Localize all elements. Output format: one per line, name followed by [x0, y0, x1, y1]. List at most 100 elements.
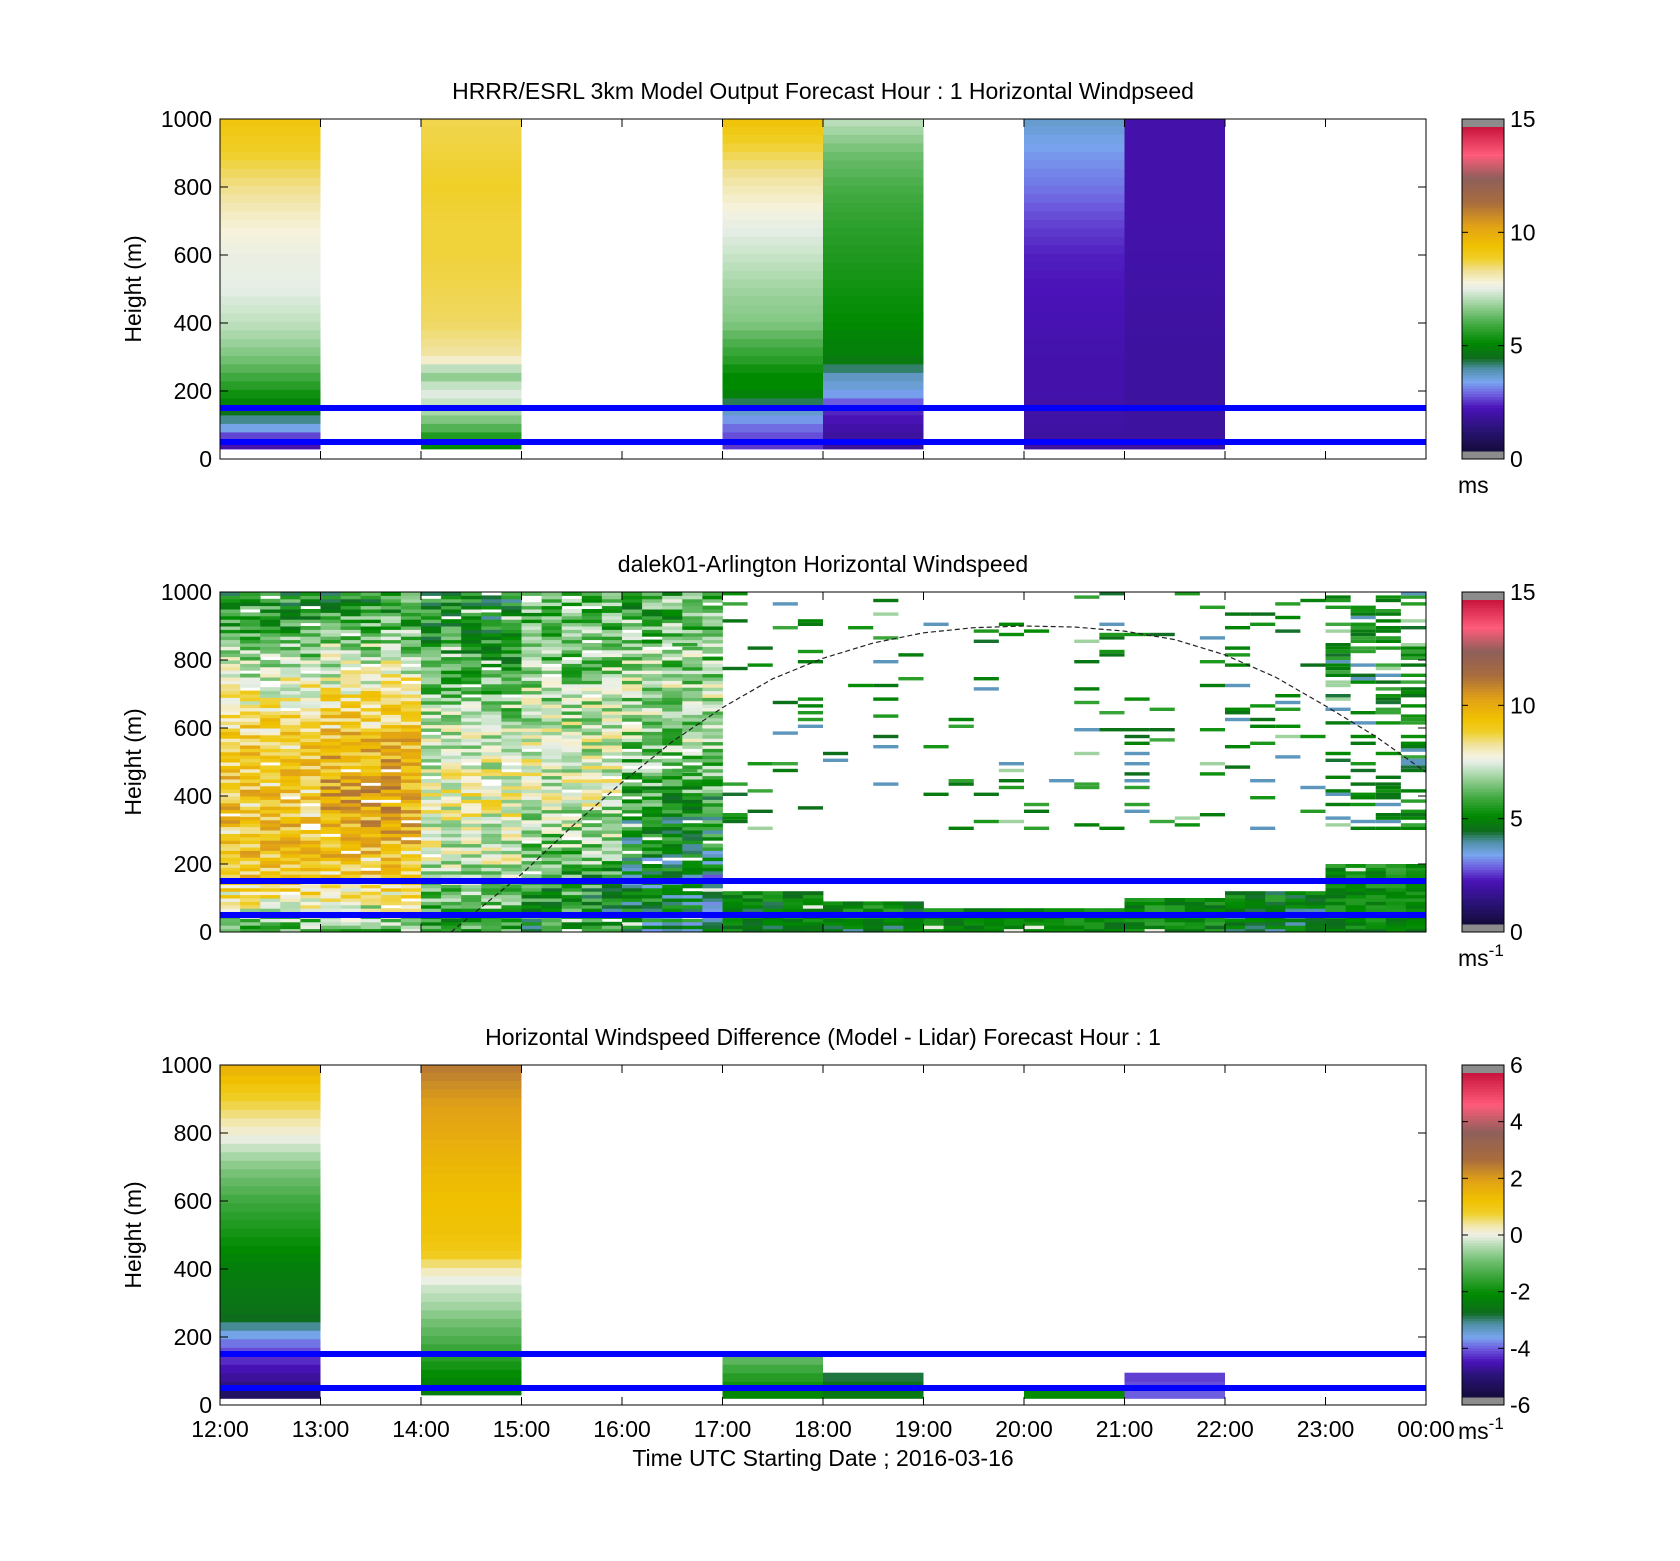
- heatmap-cell: [360, 758, 382, 763]
- colorbar-swatch: [1462, 1388, 1504, 1393]
- heatmap-cell: [622, 928, 643, 932]
- colorbar-swatch: [1462, 880, 1504, 884]
- heatmap-cell: [400, 884, 422, 889]
- heatmap-cell: [541, 874, 563, 879]
- heatmap-cell: [441, 612, 462, 617]
- heatmap-cell: [421, 666, 442, 671]
- heatmap-cell: [973, 687, 999, 691]
- heatmap-cell: [521, 864, 542, 868]
- heatmap-cell: [1024, 921, 1045, 926]
- heatmap-cell: [1024, 202, 1125, 212]
- heatmap-cell: [400, 870, 422, 875]
- heatmap-cell: [421, 185, 522, 195]
- heatmap-cell: [601, 779, 623, 783]
- heatmap-cell: [923, 928, 944, 932]
- heatmap-cell: [601, 728, 623, 732]
- heatmap-cell: [300, 785, 321, 790]
- heatmap-cell: [240, 724, 261, 729]
- heatmap-cell: [441, 619, 462, 624]
- heatmap-cell: [220, 423, 321, 433]
- heatmap-cell: [481, 884, 502, 889]
- heatmap-cell: [702, 707, 723, 712]
- heatmap-cell: [762, 918, 784, 923]
- heatmap-cell: [581, 833, 603, 838]
- heatmap-cell: [521, 663, 542, 668]
- heatmap-cell: [400, 806, 422, 811]
- colorbar-swatch: [1462, 1356, 1504, 1360]
- heatmap-cell: [1024, 151, 1125, 161]
- heatmap-cell: [702, 809, 723, 814]
- heatmap-cell: [1275, 694, 1301, 698]
- heatmap-cell: [682, 622, 703, 627]
- heatmap-cell: [541, 891, 563, 896]
- heatmap-cell: [1325, 670, 1351, 674]
- heatmap-cell: [300, 721, 321, 726]
- heatmap-cell: [642, 670, 663, 675]
- heatmap-cell: [823, 119, 924, 127]
- heatmap-cell: [521, 660, 542, 664]
- heatmap-cell: [1044, 908, 1065, 913]
- heatmap-cell: [340, 731, 362, 736]
- heatmap-cell: [762, 898, 784, 902]
- colorbar-swatch: [1462, 1218, 1504, 1222]
- heatmap-cell: [360, 636, 382, 641]
- heatmap-cell: [722, 287, 823, 297]
- heatmap-cell: [1385, 904, 1407, 909]
- heatmap-cell: [421, 270, 522, 280]
- heatmap-cell: [702, 748, 723, 753]
- heatmap-cell: [320, 857, 341, 862]
- heatmap-cell: [823, 904, 844, 909]
- heatmap-cell: [340, 830, 362, 834]
- heatmap-cell: [702, 772, 723, 777]
- heatmap-cell: [421, 346, 522, 356]
- heatmap-cell: [1385, 901, 1407, 906]
- heatmap-cell: [702, 921, 723, 926]
- heatmap-cell: [1325, 792, 1351, 796]
- heatmap-cell: [260, 734, 281, 739]
- heatmap-cell: [702, 694, 723, 698]
- heatmap-cell: [1024, 134, 1125, 144]
- heatmap-cell: [360, 823, 382, 828]
- heatmap-cell: [1405, 891, 1426, 896]
- heatmap-cell: [601, 629, 623, 634]
- heatmap-cell: [320, 653, 341, 658]
- heatmap-cell: [481, 843, 502, 848]
- colorbar-swatch: [1462, 702, 1504, 706]
- heatmap-cell: [360, 728, 382, 732]
- heatmap-cell: [461, 758, 482, 763]
- heatmap-cell: [1049, 779, 1075, 783]
- heatmap-cell: [948, 779, 974, 783]
- heatmap-cell: [521, 830, 542, 834]
- heatmap-cell: [320, 738, 341, 743]
- heatmap-cell: [441, 653, 462, 658]
- colorbar-tick-label: -4: [1510, 1335, 1531, 1361]
- heatmap-cell: [260, 775, 281, 780]
- heatmap-cell: [220, 860, 241, 865]
- heatmap-cell: [501, 813, 522, 817]
- heatmap-cell: [702, 925, 723, 930]
- heatmap-cell: [963, 908, 985, 913]
- heatmap-cell: [240, 683, 261, 688]
- heatmap-cell: [240, 615, 261, 620]
- colorbar-frame: [1461, 591, 1505, 933]
- heatmap-cell: [220, 823, 241, 828]
- heatmap-cell: [461, 789, 482, 794]
- heatmap-cell: [320, 677, 341, 681]
- heatmap-cell: [421, 782, 442, 787]
- heatmap-cell: [521, 853, 542, 858]
- colorbar-swatch: [1462, 1162, 1504, 1166]
- heatmap-cell: [320, 721, 341, 726]
- heatmap-cell: [421, 660, 442, 664]
- heatmap-cell: [220, 898, 241, 902]
- heatmap-cell: [823, 151, 924, 161]
- heatmap-cell: [380, 649, 402, 654]
- heatmap-cell: [481, 830, 502, 834]
- heatmap-cell: [220, 894, 241, 899]
- heatmap-cell: [220, 850, 241, 855]
- heatmap-cell: [662, 901, 683, 906]
- heatmap-cell: [380, 666, 402, 671]
- heatmap-cell: [581, 864, 603, 868]
- heatmap-cell: [380, 806, 402, 811]
- heatmap-cell: [561, 799, 583, 804]
- heatmap-cell: [501, 809, 522, 814]
